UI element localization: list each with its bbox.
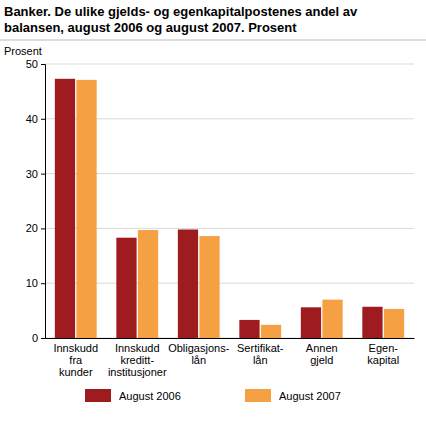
tick-label: Egen-kapital [367, 342, 399, 366]
tick: Obligasjons-lån [168, 338, 229, 366]
bars [55, 79, 404, 338]
tick-label: 10 [26, 277, 38, 289]
series [55, 79, 383, 338]
legend-item: August 2006 [85, 389, 181, 402]
tick-mark [41, 283, 45, 284]
title-rule [0, 40, 426, 41]
tick: 30 [26, 168, 45, 180]
tick-label: Sertifikat-lån [237, 342, 284, 366]
tick-mark [41, 174, 45, 175]
bar [322, 300, 342, 338]
tick: Innskuddkreditt-institusjoner [108, 338, 167, 378]
tick-label: 20 [26, 222, 38, 234]
tick-label: 0 [32, 332, 38, 344]
bar [362, 307, 382, 338]
tick: Annengjeld [306, 338, 338, 366]
tick: 50 [26, 58, 45, 70]
y-axis: 0 10 20 30 40 50 [26, 58, 46, 344]
x-axis: Innskuddfrakunder Innskuddkreditt-institu… [46, 338, 415, 378]
tick: Innskuddfrakunder [53, 338, 98, 378]
legend-swatch [85, 389, 111, 402]
chart: Banker. De ulike gjelds- og egenkapitalp… [0, 0, 426, 421]
bar [178, 229, 198, 338]
tick-mark [41, 228, 45, 229]
legend-item: August 2007 [245, 389, 341, 402]
series [76, 80, 404, 338]
tick-label: Annengjeld [306, 342, 338, 366]
legend-label: August 2006 [119, 390, 181, 402]
tick: Egen-kapital [367, 338, 399, 366]
tick: Sertifikat-lån [237, 338, 284, 366]
title: Banker. De ulike gjelds- og egenkapitalp… [4, 4, 358, 35]
plot: 0 10 20 30 40 50 Innskuddfrakunder Innskuddkred… [26, 58, 415, 378]
tick: 10 [26, 277, 45, 289]
tick-mark [41, 64, 45, 65]
y-axis-line [41, 65, 46, 339]
grid-line [45, 173, 414, 174]
grid-line [45, 64, 414, 65]
grid-line [45, 118, 414, 119]
x-axis-line [46, 338, 415, 339]
tick-label: 30 [26, 168, 38, 180]
bar [261, 325, 281, 338]
tick-label: 40 [26, 113, 38, 125]
grid-line [45, 228, 414, 229]
bar [138, 230, 158, 338]
bar [76, 80, 96, 338]
bar [116, 238, 136, 338]
grid-line [45, 338, 414, 339]
grid-line [45, 283, 414, 284]
tick-mark [41, 338, 45, 339]
bar [239, 320, 259, 338]
tick-mark [41, 119, 45, 120]
tick-label: 50 [26, 58, 38, 70]
tick: 20 [26, 222, 45, 234]
legend-swatch [245, 389, 271, 402]
tick-label: Obligasjons-lån [168, 342, 229, 366]
tick-label: Innskuddkreditt-institusjoner [108, 342, 167, 378]
legend: August 2006 August 2007 [85, 389, 341, 402]
tick: 0 [32, 332, 45, 344]
tick-label: Innskuddfrakunder [53, 342, 98, 378]
tick: 40 [26, 113, 45, 125]
y-axis-title: Prosent [4, 45, 42, 57]
grid [45, 64, 414, 338]
bar [55, 79, 75, 338]
bar [301, 307, 321, 338]
bar [384, 309, 404, 338]
bar [199, 236, 219, 338]
legend-label: August 2007 [279, 390, 341, 402]
